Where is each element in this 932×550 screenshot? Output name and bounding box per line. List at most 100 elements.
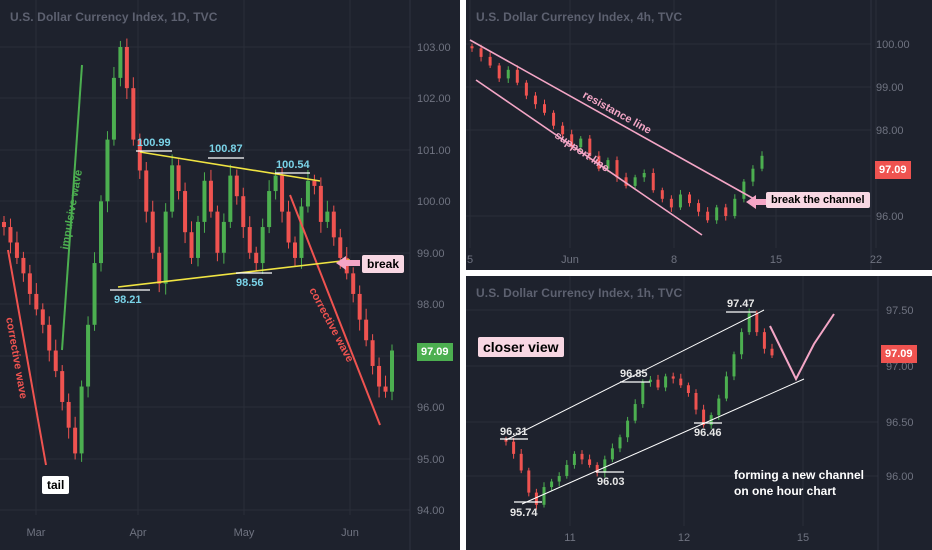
candle-body [2,222,6,228]
candle-body [234,175,239,197]
candle-body [633,177,637,186]
candle-body [364,319,369,341]
candle-body [247,227,252,253]
candle-body [561,125,565,135]
candle-body [565,464,569,476]
candle-body [66,401,71,428]
corrective-wave-left-line [7,249,47,466]
level-label: 98.21 [114,294,142,306]
candle-body [751,168,755,182]
candle-body [606,160,610,169]
candle-body [664,376,668,388]
candle-body [241,196,246,228]
candle-body [86,324,91,387]
corrective-wave-left-label: corrective wave [3,316,29,399]
x-tick-label: Mar [27,527,46,539]
y-tick-label: 99.00 [417,248,445,260]
candle-body [678,194,682,208]
candle-body [325,211,330,222]
candle-body [542,487,546,505]
candle-body [357,293,362,320]
level-label: 100.99 [137,137,171,149]
candle-body [497,65,501,79]
h4-chart-panel[interactable]: resistance line support line 100.00 99.00… [466,0,932,270]
candle-body [552,112,556,126]
candle-body [570,134,574,148]
last-price-label: 97.09 [875,161,911,179]
candle-body [47,324,52,351]
candle-body [267,191,272,228]
candle-body [669,198,673,208]
candle-body [318,185,323,222]
channel-lower-line [521,378,805,505]
candle-body [273,175,278,192]
candle-body [624,177,628,186]
daily-chart-panel[interactable]: 100.99 100.87 100.54 98.21 98.56 impulsi… [0,0,460,550]
candle-body [557,476,561,482]
candle-body [597,155,601,169]
daily-chart-svg[interactable]: 100.99 100.87 100.54 98.21 98.56 impulsi… [0,0,460,550]
candle-body [679,378,683,386]
candle-body [588,138,592,156]
h1-chart-panel[interactable]: 96.31 95.74 96.03 96.85 96.46 97.47 form… [466,276,932,550]
candle-body [642,173,646,178]
candle-body [755,313,759,333]
candle-body [479,48,483,57]
level-label: 96.31 [500,426,528,438]
level-label: 96.46 [694,427,722,439]
candle-body [534,492,538,505]
level-label: 100.54 [276,159,311,171]
candle-body [377,365,382,387]
x-tick-label: 15 [770,254,782,266]
candle-body [724,376,728,399]
candle-body [189,232,194,258]
candle-body [504,439,508,442]
candle-body [724,207,728,216]
candle-body [124,47,129,89]
candle-body [579,138,583,148]
candle-body [370,340,375,366]
y-tick-label: 97.00 [886,361,914,373]
resistance-line [469,39,757,201]
candle-body [150,211,155,253]
level-label: 97.47 [727,298,755,310]
candle-body [21,257,26,274]
candle-body [580,453,584,460]
candle-body [299,206,304,258]
candle-body [488,56,492,66]
candle-body [688,194,691,204]
candle-body [618,437,622,449]
candle-body [506,69,510,79]
candle-body [60,371,65,402]
y-tick-label: 99.00 [876,82,904,94]
x-tick-label: 15 [797,532,809,544]
candle-body [228,175,233,222]
candle-body [131,88,136,140]
candle-body [533,95,537,105]
channel-upper-line [505,309,765,441]
y-tick-label: 96.50 [886,417,914,429]
candle-body [760,155,764,169]
candle-body [176,165,181,192]
y-tick-label: 96.00 [417,402,445,414]
break-channel-arrow-icon [746,195,766,209]
level-label: 100.87 [209,143,243,155]
candle-body [732,354,736,377]
h1-chart-svg[interactable]: 96.31 95.74 96.03 96.85 96.46 97.47 form… [466,276,932,550]
candle-body [470,46,474,49]
candle-body [550,481,554,488]
h4-chart-svg[interactable]: resistance line support line 100.0099.00… [466,0,932,270]
candle-body [260,227,265,264]
candle-body [717,398,721,416]
level-label: 95.74 [510,507,538,519]
candle-body [221,221,226,253]
x-tick-label: Jun [561,254,579,266]
candle-body [762,332,766,349]
candle-body [770,348,774,356]
candle-body [527,470,531,493]
candle-body [686,385,690,393]
y-tick-label: 97.50 [886,305,914,317]
candle-body [524,82,528,96]
last-price-label: 97.09 [417,343,453,361]
channel-note-line1: forming a new channel [734,468,864,482]
